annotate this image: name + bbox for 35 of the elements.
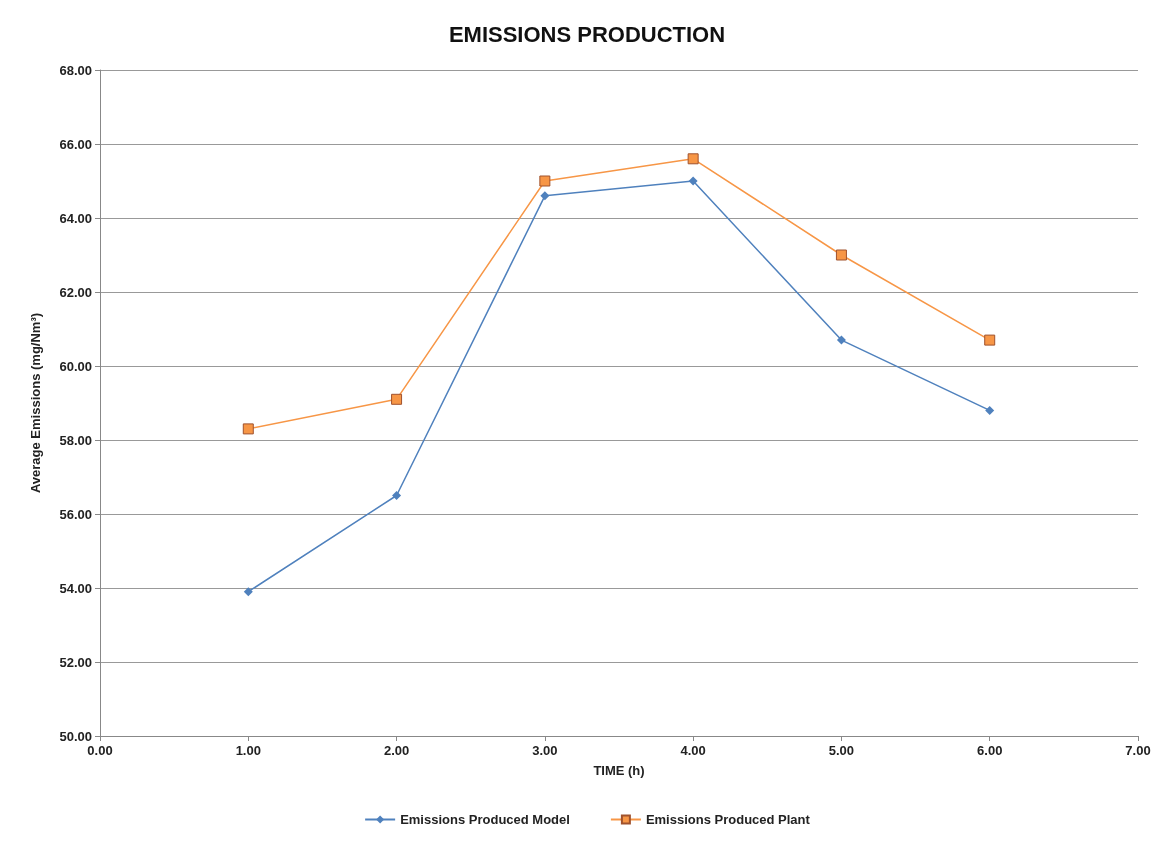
x-tick-label: 4.00 xyxy=(680,743,706,758)
point xyxy=(242,423,254,435)
point xyxy=(687,153,699,165)
y-tick-label: 66.00 xyxy=(59,136,92,152)
y-tick-label: 64.00 xyxy=(59,210,92,226)
x-tick-label: 7.00 xyxy=(1125,743,1151,758)
x-tick-label: 3.00 xyxy=(532,743,558,758)
x-tick-label: 2.00 xyxy=(383,743,410,758)
y-tick-label: 54.00 xyxy=(59,580,92,596)
point xyxy=(835,249,847,261)
y-tick-label: 52.00 xyxy=(59,654,92,670)
point xyxy=(688,176,698,186)
y-tick-label: 50.00 xyxy=(59,728,92,744)
legend-label: Emissions Produced Model xyxy=(400,812,570,827)
point xyxy=(984,334,996,346)
y-tick-label: 68.00 xyxy=(59,62,92,78)
y-tick-label: 56.00 xyxy=(59,506,92,522)
x-axis-title: TIME (h) xyxy=(593,763,645,778)
point xyxy=(540,191,550,201)
y-axis-title: Average Emissions (mg/Nm³) xyxy=(28,312,43,494)
y-tick-label: 62.00 xyxy=(59,284,92,300)
point xyxy=(392,491,402,500)
x-tick-label: 0.00 xyxy=(87,743,113,758)
point xyxy=(391,393,403,405)
point xyxy=(243,587,253,597)
legend-label: Emissions Produced Plant xyxy=(645,812,811,827)
chart-title: EMISSIONS PRODUCTION xyxy=(448,21,726,47)
point xyxy=(539,175,551,187)
y-tick-label: 60.00 xyxy=(59,358,92,374)
x-tick-label: 5.00 xyxy=(828,743,855,758)
y-tick-label: 58.00 xyxy=(59,432,92,448)
point xyxy=(836,335,846,345)
point xyxy=(985,405,995,415)
x-tick-label: 6.00 xyxy=(977,743,1003,758)
x-tick-label: 1.00 xyxy=(235,743,261,758)
